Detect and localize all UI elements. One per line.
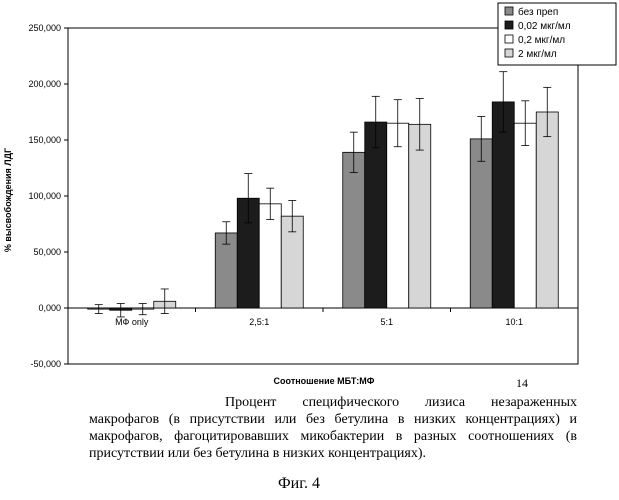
y-tick-label: 150,000	[28, 135, 61, 145]
category-label: МФ only	[115, 317, 149, 327]
bar	[514, 123, 536, 308]
legend-entry: 2 мкг/мл	[518, 49, 557, 60]
legend-entry: 0,02 мкг/мл	[518, 21, 571, 32]
bar	[470, 139, 492, 308]
bar	[387, 123, 409, 308]
bar	[409, 124, 431, 308]
y-tick-label: 0,000	[38, 303, 61, 313]
legend-swatch	[505, 7, 513, 15]
y-tick-label: -50,000	[30, 359, 61, 369]
figure-caption: Процент специфического лизиса незараженн…	[89, 394, 577, 462]
legend-entry: без преп	[518, 6, 558, 18]
y-tick-label: 200,000	[28, 79, 61, 89]
y-axis-label: % высвобождения ЛДГ	[3, 148, 13, 252]
y-tick-label: 100,000	[28, 191, 61, 201]
legend: без преп 0,02 мкг/мл 0,2 мкг/мл 2 мкг/мл	[498, 3, 616, 65]
y-tick-label: 50,000	[33, 247, 61, 257]
bar	[343, 152, 365, 308]
page-number: 14	[516, 376, 528, 391]
bar	[536, 112, 558, 308]
bar	[365, 122, 387, 308]
category-label: 2,5:1	[249, 317, 269, 327]
bar-chart: -50,000 0,000 50,000 100,000 150,000 200,000 2…	[0, 0, 619, 400]
figure-label: Фиг. 4	[278, 475, 320, 493]
bar	[492, 102, 514, 308]
y-tick-label: 250,000	[28, 23, 61, 33]
legend-swatch	[505, 35, 513, 43]
x-axis-label: Соотношение МБТ:МФ	[274, 376, 375, 386]
legend-entry: 0,2 мкг/мл	[518, 35, 565, 46]
legend-swatch	[505, 49, 513, 57]
category-label: 5:1	[380, 317, 393, 327]
category-label: 10:1	[505, 317, 523, 327]
legend-swatch	[505, 21, 513, 29]
y-axis: -50,000 0,000 50,000 100,000 150,000 200,000 2…	[28, 23, 68, 369]
